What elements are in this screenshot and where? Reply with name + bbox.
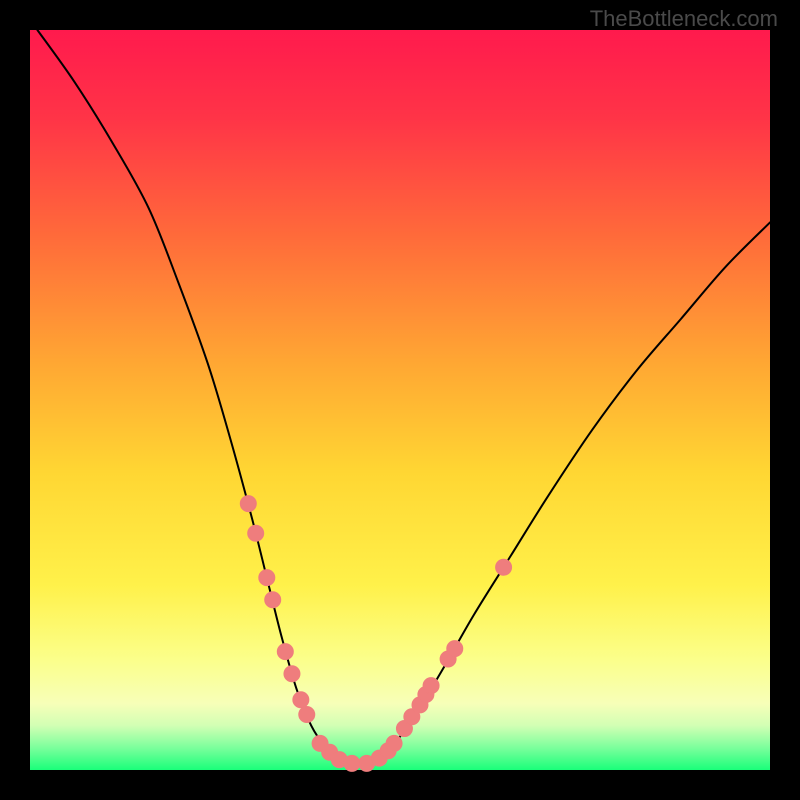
data-marker [293, 692, 309, 708]
data-marker [259, 570, 275, 586]
bottleneck-chart [0, 0, 800, 800]
watermark-text: TheBottleneck.com [590, 6, 778, 32]
data-marker [299, 707, 315, 723]
data-marker [386, 735, 402, 751]
plot-background [30, 30, 770, 770]
data-marker [277, 644, 293, 660]
data-marker [496, 559, 512, 575]
data-marker [240, 496, 256, 512]
data-marker [284, 666, 300, 682]
data-marker [344, 755, 360, 771]
data-marker [423, 678, 439, 694]
chart-frame: TheBottleneck.com [0, 0, 800, 800]
data-marker [248, 525, 264, 541]
data-marker [447, 641, 463, 657]
data-marker [265, 592, 281, 608]
